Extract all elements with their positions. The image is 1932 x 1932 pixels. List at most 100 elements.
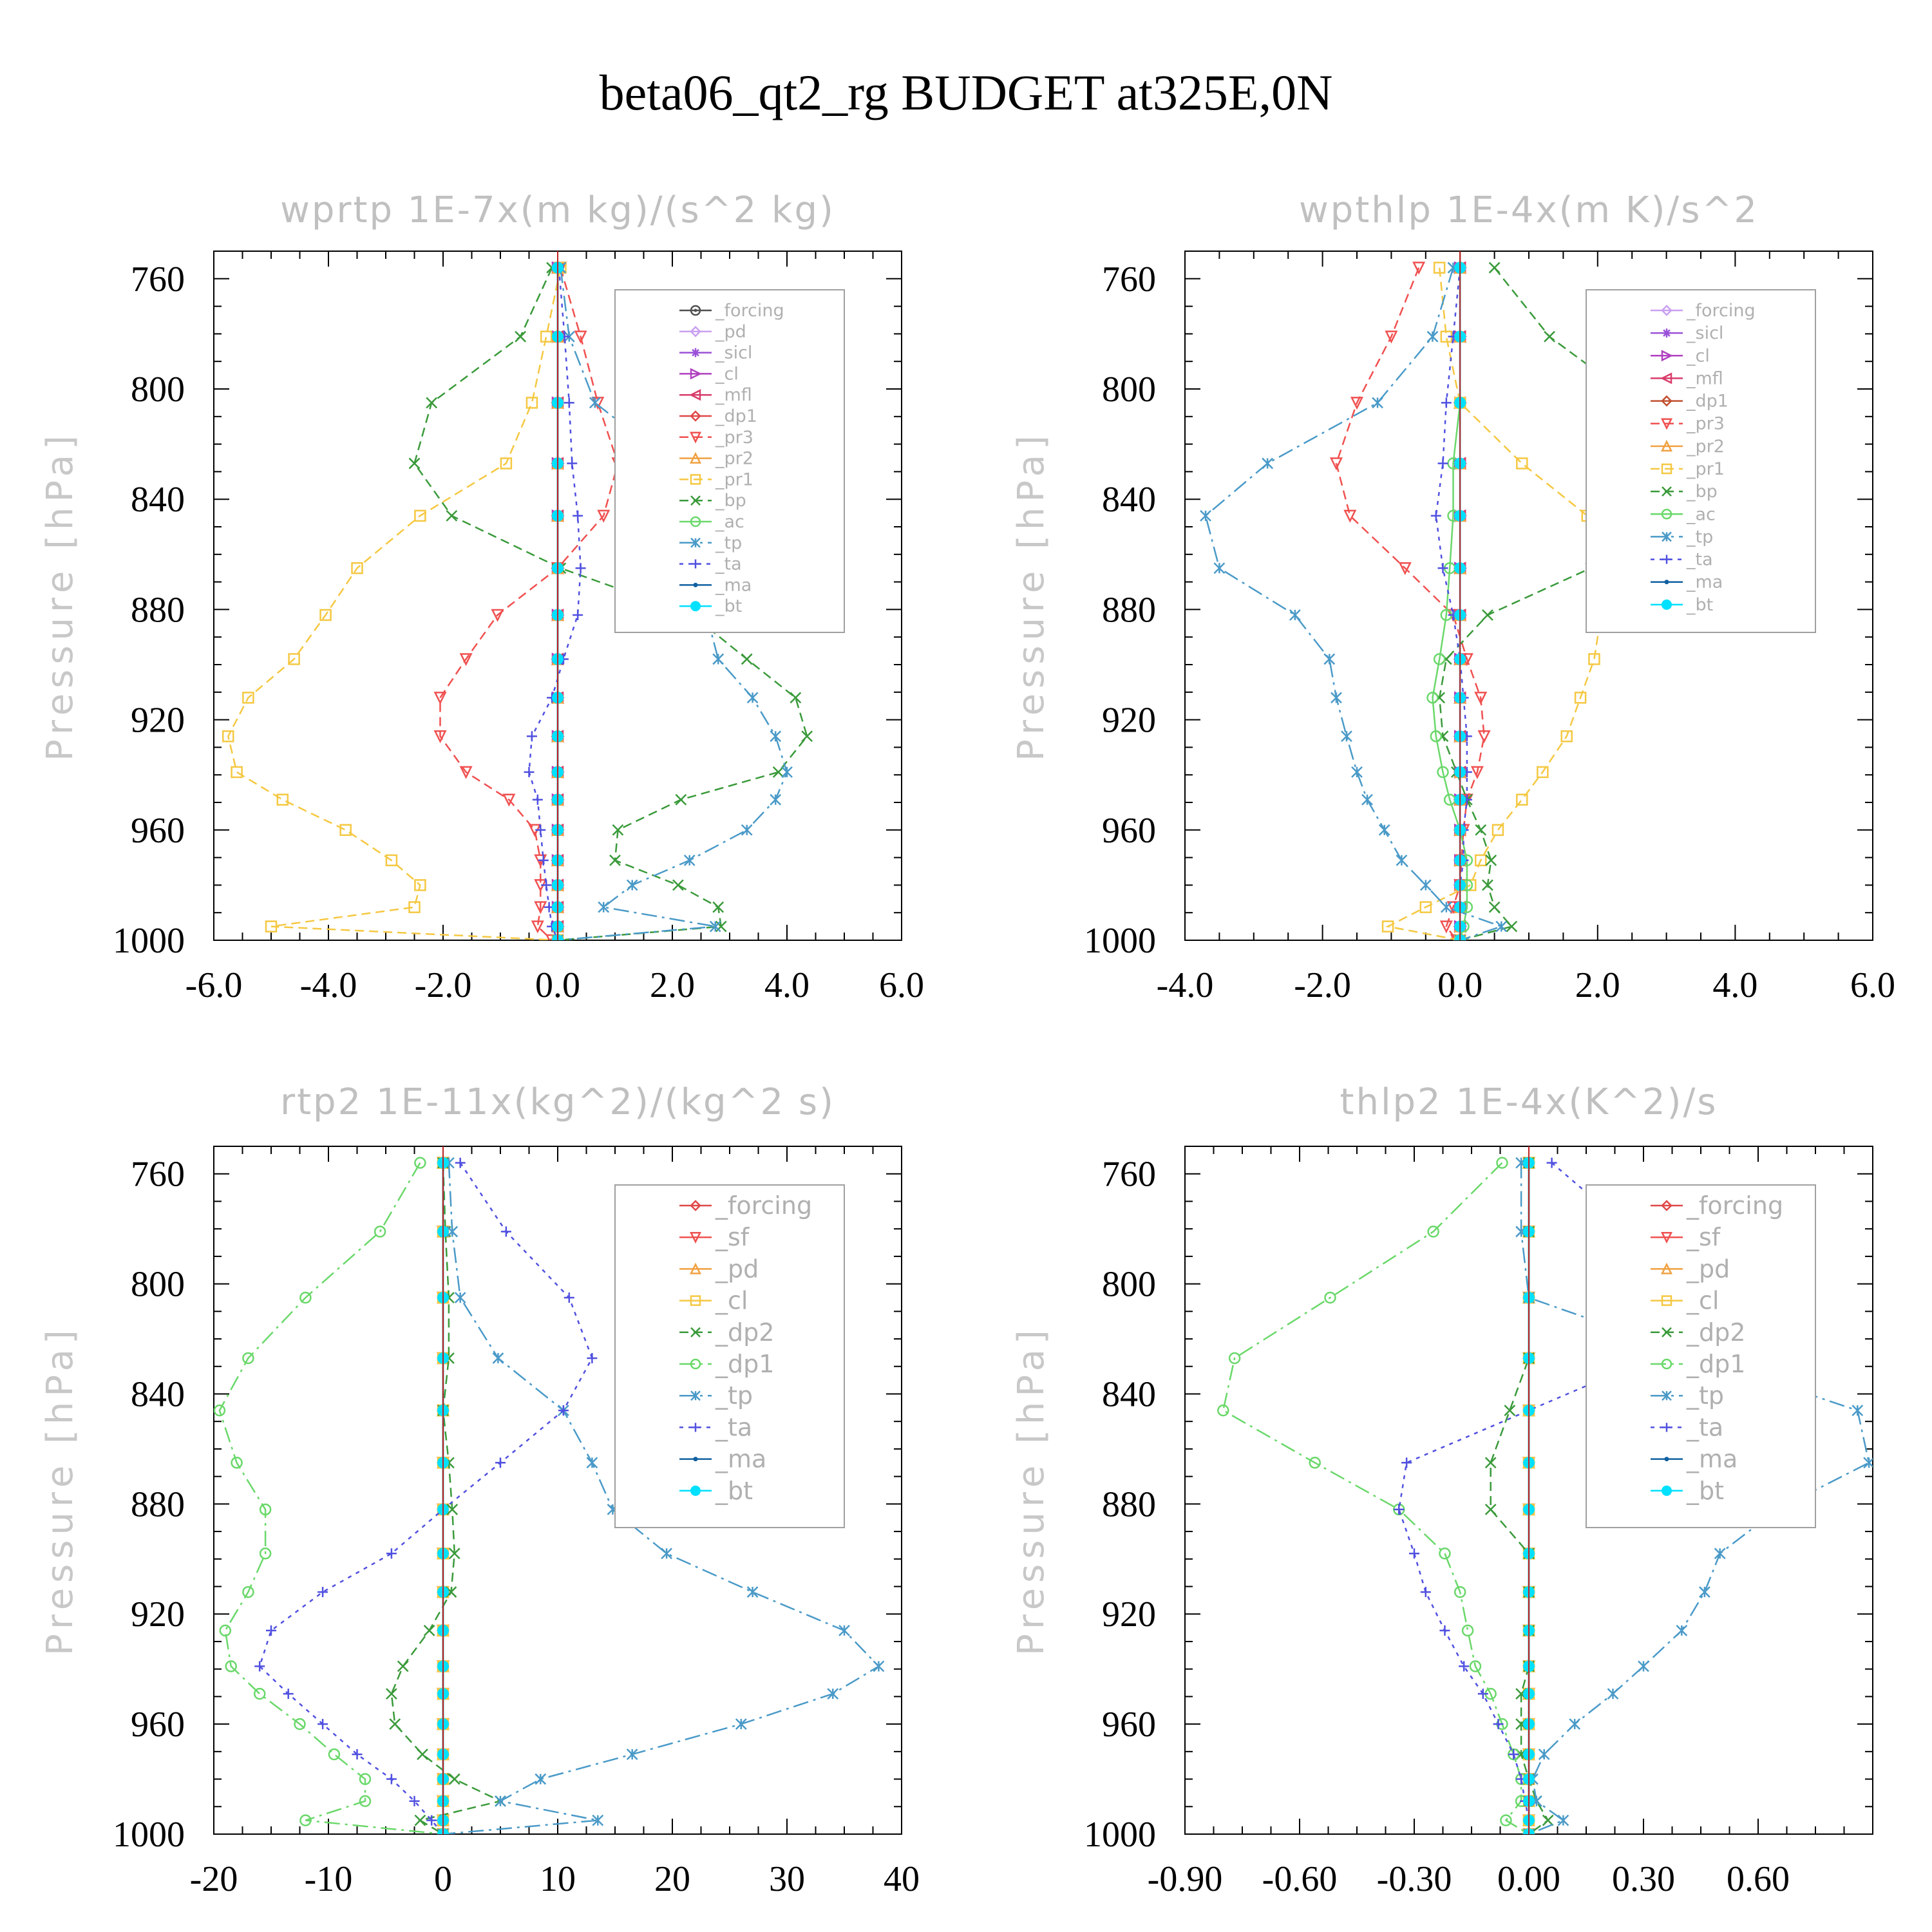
series-point-dp2 xyxy=(389,1718,401,1730)
series-line-tp xyxy=(442,1162,880,1834)
legend-label: _ac xyxy=(1686,504,1716,524)
series-point-dp1 xyxy=(299,1814,312,1826)
legend-label: _ma xyxy=(1686,573,1723,592)
y-axis-label: Pressure [hPa] xyxy=(1010,1325,1052,1656)
legend-label: _pr2 xyxy=(715,449,753,469)
series-point-dp1 xyxy=(328,1748,341,1761)
series-point-dp2 xyxy=(1504,1405,1516,1416)
series-point-dp1 xyxy=(359,1773,372,1785)
series-point-dp2 xyxy=(1484,1457,1497,1469)
x-tick-label: 6.0 xyxy=(879,965,924,1005)
series-point-dp1 xyxy=(1228,1352,1241,1365)
legend-box xyxy=(614,1184,845,1528)
series-point-dp1 xyxy=(299,1291,312,1304)
x-tick-label: 0.60 xyxy=(1727,1859,1790,1899)
series-point-pr1 xyxy=(1516,793,1528,806)
legend-marker xyxy=(1661,1200,1672,1211)
series-point-pr3 xyxy=(534,901,547,914)
series-point-dp1 xyxy=(294,1718,306,1730)
series-point-pr3 xyxy=(1329,457,1343,471)
series-point-dp2 xyxy=(414,1814,426,1826)
series-point-pr3 xyxy=(1350,397,1364,410)
legend-label: _bt xyxy=(715,596,742,616)
legend-marker xyxy=(1660,1231,1673,1244)
legend-box xyxy=(1586,289,1816,633)
series-point-dp1 xyxy=(1454,1586,1466,1598)
legend-marker xyxy=(690,1485,701,1496)
series-point-pr3 xyxy=(459,653,473,667)
y-axis-label: Pressure [hPa] xyxy=(39,1325,81,1656)
legend-label: _pr3 xyxy=(1686,414,1725,434)
legend-label: _bt xyxy=(1686,595,1713,615)
legend-marker xyxy=(690,368,702,380)
series-point-dp1 xyxy=(242,1352,254,1365)
y-tick-label: 880 xyxy=(1102,590,1156,630)
series-point-dp1 xyxy=(214,1404,226,1417)
y-tick-label: 760 xyxy=(1102,1155,1156,1195)
series-point-bp xyxy=(741,653,753,665)
series-point-bp xyxy=(1544,330,1555,343)
series-point-dp1 xyxy=(1439,1548,1451,1560)
legend: _forcing _sf _pd _cl _dp2 _dp1 _tp _ta _ma _bt xyxy=(614,1184,845,1528)
legend-marker xyxy=(689,431,702,444)
y-tick-label: 840 xyxy=(131,480,185,520)
series-point-dp2 xyxy=(1484,1504,1497,1515)
legend-marker xyxy=(1660,1262,1673,1274)
y-tick-label: 880 xyxy=(131,590,185,630)
series-point-pr1 xyxy=(1433,261,1446,274)
series-point-bp xyxy=(515,330,527,343)
series-point-dp1 xyxy=(1496,1157,1508,1169)
legend-label: _pr1 xyxy=(1686,459,1725,479)
series-point-pr1 xyxy=(319,609,332,621)
legend-label: _pd xyxy=(715,1255,759,1283)
legend-label: _pd xyxy=(1686,1255,1730,1283)
series-point-dp1 xyxy=(259,1503,272,1516)
chart-panel-2: wpthlp 1E-4x(m K)/s^2 Pressure [hPa] 760 80… xyxy=(1010,189,1895,1005)
legend-label: _cl xyxy=(715,364,739,384)
series-line-ta xyxy=(258,1162,593,1834)
legend-marker xyxy=(1660,418,1673,430)
series-point-dp1 xyxy=(1500,1814,1512,1826)
series-point-pr3 xyxy=(1398,562,1412,575)
legend-marker xyxy=(690,1358,701,1370)
series-point-dp1 xyxy=(1469,1660,1482,1672)
legend-marker xyxy=(690,305,701,316)
legend: _forcing_sicl_cl_mfl_dp1_pr3_pr2_pr1_bp_… xyxy=(1586,289,1816,633)
series-point-bp xyxy=(426,397,438,409)
legend-marker xyxy=(690,1295,701,1306)
series-point-bp xyxy=(1488,261,1501,274)
legend-label: _tp xyxy=(1686,1381,1724,1410)
series-point-pr3 xyxy=(1439,920,1453,934)
y-axis-label: Pressure [hPa] xyxy=(39,430,81,761)
series-point-pr1 xyxy=(242,692,254,704)
legend-marker xyxy=(1662,599,1672,610)
legend-marker xyxy=(1662,1485,1672,1496)
y-tick-label: 1000 xyxy=(1084,921,1156,961)
series-point-pr1 xyxy=(1516,457,1528,469)
series-point-dp1 xyxy=(1324,1291,1336,1304)
x-tick-label: 4.0 xyxy=(1712,965,1757,1005)
series-point-pr3 xyxy=(1474,692,1488,705)
series-point-pr1 xyxy=(1560,730,1573,743)
series-point-bp xyxy=(1506,920,1518,933)
series-line-pr1 xyxy=(227,267,562,940)
series-line-dp1 xyxy=(218,1162,444,1834)
series-point-dp1 xyxy=(219,1624,232,1637)
series-point-pr3 xyxy=(531,920,544,934)
legend-marker xyxy=(1664,1457,1669,1462)
y-tick-label: 880 xyxy=(131,1484,185,1524)
series-point-dp2 xyxy=(386,1688,397,1700)
legend-marker xyxy=(690,495,701,506)
series-point-pr3 xyxy=(433,730,447,744)
series-point-dp2 xyxy=(417,1748,428,1760)
series-point-dp2 xyxy=(1542,1814,1554,1826)
legend-marker xyxy=(1661,509,1672,520)
series-point-pr1 xyxy=(351,562,363,574)
y-tick-label: 920 xyxy=(1102,701,1156,741)
legend-marker xyxy=(1661,305,1672,316)
series-point-bp xyxy=(772,766,784,778)
series-point-bp xyxy=(790,692,802,704)
legend-box xyxy=(614,289,845,633)
series-point-bp xyxy=(672,879,684,891)
legend-marker xyxy=(1664,580,1669,585)
